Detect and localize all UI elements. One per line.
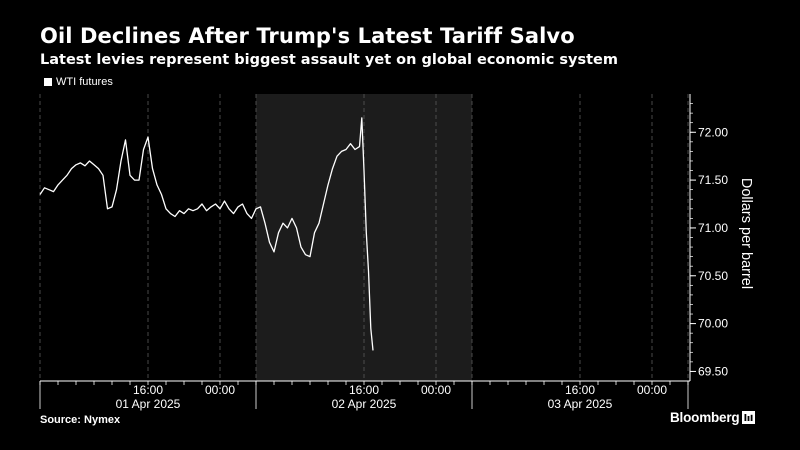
x-day-label: 03 Apr 2025 xyxy=(548,397,613,411)
chart-subtitle: Latest levies represent biggest assault … xyxy=(40,52,618,68)
x-day-label: 01 Apr 2025 xyxy=(116,397,181,411)
grid-lines xyxy=(39,94,689,381)
y-tick-label: 72.00 xyxy=(698,125,728,139)
legend: WTI futures xyxy=(44,76,113,88)
y-tick-label: 69.50 xyxy=(698,364,728,378)
y-tick-label: 70.50 xyxy=(698,269,728,283)
source-note: Source: Nymex xyxy=(40,414,121,426)
x-tick-label: 00:00 xyxy=(205,383,235,397)
x-tick-label: 00:00 xyxy=(421,383,451,397)
x-tick-label: 16:00 xyxy=(133,383,163,397)
chart-title: Oil Declines After Trump's Latest Tariff… xyxy=(40,24,575,48)
x-tick-label: 16:00 xyxy=(565,383,595,397)
series-line-wti xyxy=(39,117,374,351)
bloomberg-logo: Bloomberg xyxy=(670,410,756,425)
bloomberg-mark-icon xyxy=(742,411,756,424)
legend-swatch xyxy=(44,78,52,86)
x-tick-label: 00:00 xyxy=(637,383,667,397)
x-axis: 16:00 00:00 16:00 00:00 16:00 00:00 01 Apr 202… xyxy=(39,380,690,411)
x-day-label: 02 Apr 2025 xyxy=(332,397,397,411)
y-tick-label: 70.00 xyxy=(698,317,728,331)
brand-name: Bloomberg xyxy=(670,410,740,425)
x-tick-label: 16:00 xyxy=(349,383,379,397)
legend-label: WTI futures xyxy=(56,76,113,88)
y-tick-label: 71.00 xyxy=(698,221,728,235)
y-axis-label: Dollars per barrel xyxy=(738,178,754,289)
y-axis: 69.50 70.00 70.50 71.00 71.50 72.00 xyxy=(689,94,728,381)
y-tick-label: 71.50 xyxy=(698,173,728,187)
